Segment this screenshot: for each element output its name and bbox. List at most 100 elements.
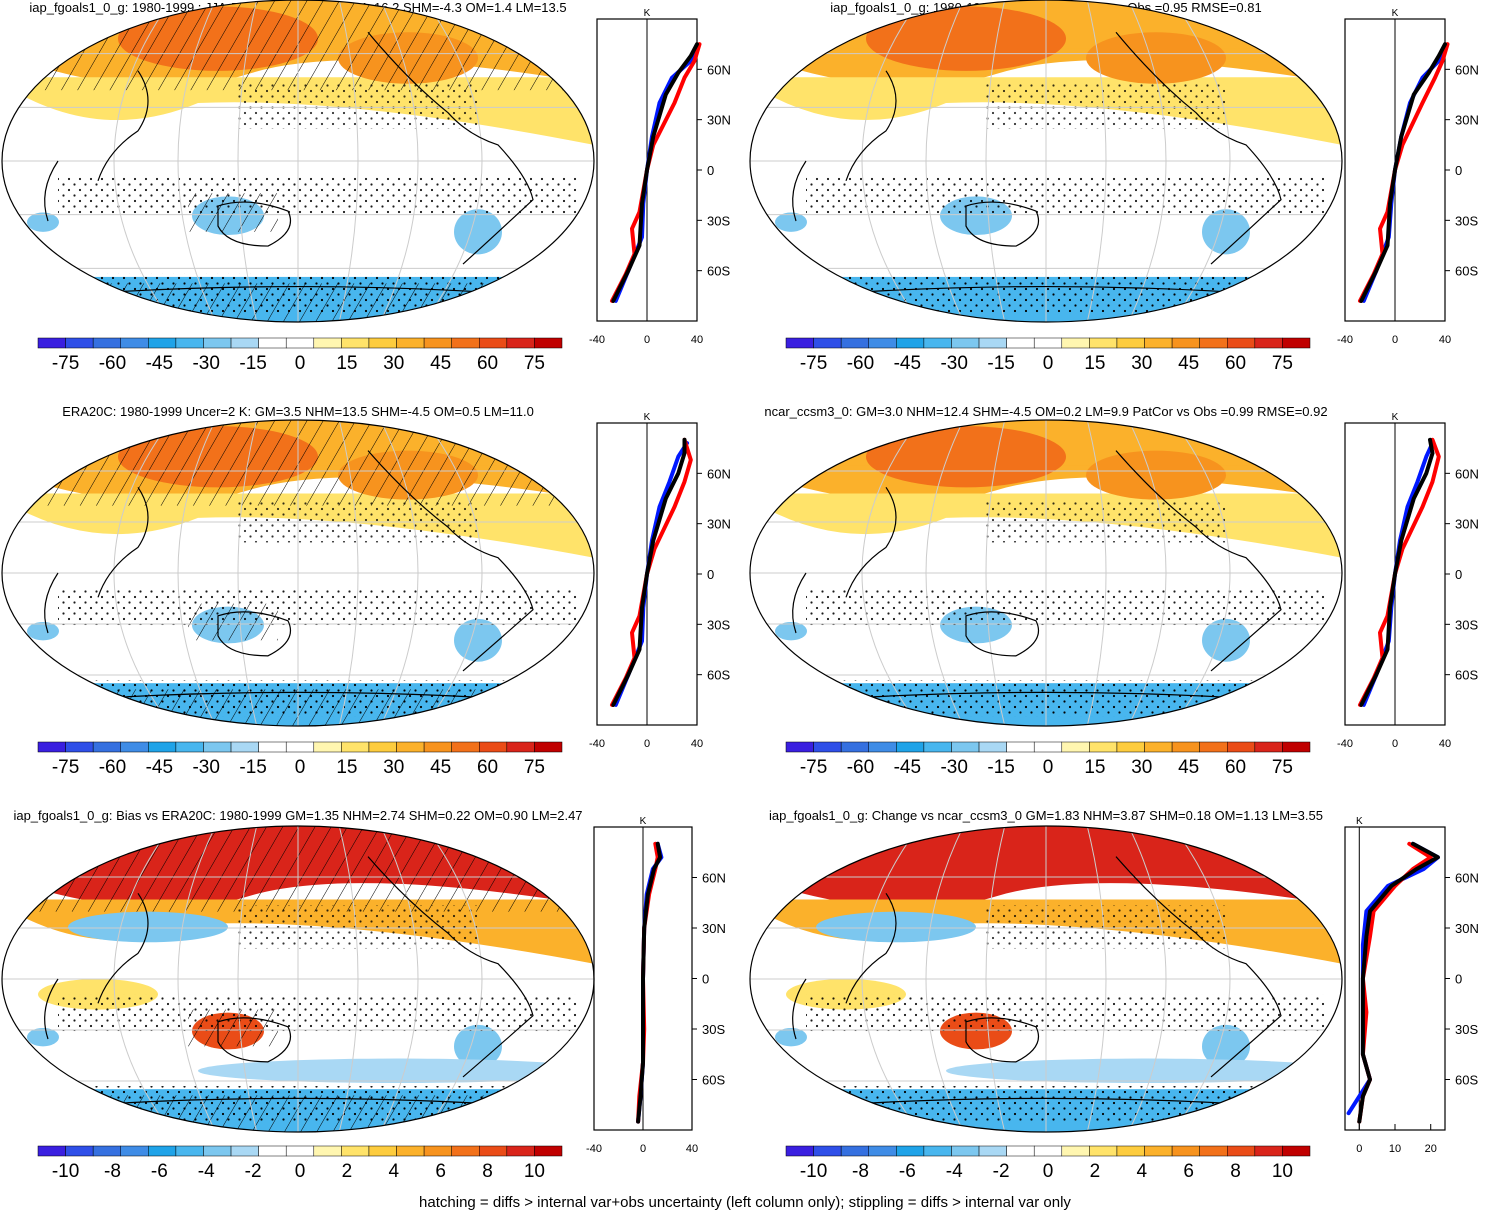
colorbar-box — [65, 1145, 94, 1157]
profile-x-tick: -40 — [589, 334, 605, 346]
colorbar-label: 30 — [383, 353, 404, 374]
profile-y-tick: 60S — [1455, 264, 1478, 279]
colorbar: -75 -60 -45 -30 -15 0 15 30 45 60 75 — [37, 337, 563, 374]
colorbar-box — [451, 741, 480, 753]
colorbar-box — [230, 1145, 259, 1157]
colorbar-box — [1089, 741, 1118, 753]
colorbar-label: -4 — [946, 1161, 963, 1182]
profile-y-tick: 30S — [1455, 1022, 1478, 1037]
profile-y-tick: 60S — [1455, 1073, 1478, 1088]
colorbar: -75 -60 -45 -30 -15 0 15 30 45 60 75 — [785, 741, 1311, 778]
colorbar-box — [534, 741, 563, 753]
colorbar-box — [1144, 741, 1173, 753]
profile-y-tick: 0 — [1455, 163, 1462, 178]
colorbar-label: -8 — [104, 1161, 121, 1182]
panel-6: iap_fgoals1_0_g: Change vs ncar_ccsm3_0 … — [749, 808, 1479, 1182]
profile-series-black — [611, 42, 699, 303]
colorbar-label: 60 — [477, 353, 498, 374]
colorbar-box — [203, 1145, 232, 1157]
panel-1: iap_fgoals1_0_g: 1980-1999 : JJA-DJF : t… — [1, 0, 731, 374]
profile-x-tick: 40 — [686, 1143, 698, 1155]
colorbar-label: 8 — [1230, 1161, 1241, 1182]
colorbar-box — [479, 337, 508, 349]
colorbar-box — [37, 1145, 66, 1157]
colorbar-box — [1033, 1145, 1063, 1157]
profile-x-tick: 20 — [1425, 1143, 1437, 1155]
colorbar-label: -45 — [894, 353, 921, 374]
colorbar-label: 75 — [1272, 353, 1293, 374]
colorbar-label: 0 — [295, 353, 306, 374]
colorbar-label: -6 — [151, 1161, 168, 1182]
colorbar-box — [868, 337, 897, 349]
colorbar-label: -8 — [852, 1161, 869, 1182]
colorbar-box — [1199, 337, 1228, 349]
map — [2, 420, 594, 726]
colorbar-box — [840, 741, 869, 753]
colorbar-box — [37, 337, 66, 349]
colorbar-label: 2 — [1090, 1161, 1101, 1182]
colorbar-label: -75 — [800, 757, 827, 778]
colorbar-box — [1282, 741, 1311, 753]
colorbar-box — [479, 741, 508, 753]
colorbar-label: 60 — [477, 757, 498, 778]
colorbar-label: -6 — [899, 1161, 916, 1182]
colorbar-box — [1254, 741, 1283, 753]
panel-title: iap_fgoals1_0_g: Bias vs ERA20C: 1980-19… — [13, 808, 582, 823]
profile-series-red — [610, 437, 693, 707]
colorbar-box — [479, 1145, 508, 1157]
colorbar-box — [896, 337, 925, 349]
map-outline — [1, 0, 595, 323]
colorbar-box — [1144, 1145, 1173, 1157]
colorbar-label: 2 — [342, 1161, 353, 1182]
colorbar-box — [451, 1145, 480, 1157]
profile-y-tick: 30S — [702, 1022, 725, 1037]
profile-y-tick: 30S — [707, 617, 730, 632]
colorbar-box — [813, 1145, 842, 1157]
colorbar-box — [148, 1145, 177, 1157]
colorbar-box — [175, 1145, 204, 1157]
colorbar-label: 45 — [430, 757, 451, 778]
colorbar-box — [313, 337, 342, 349]
colorbar-box — [65, 741, 94, 753]
colorbar-box — [813, 741, 842, 753]
colorbar-box — [1033, 741, 1063, 753]
profile-unit: K — [640, 816, 647, 827]
colorbar-box — [1061, 741, 1090, 753]
profile-unit: K — [1392, 8, 1399, 19]
profile-frame — [1344, 826, 1446, 1131]
profile-unit: K — [1356, 816, 1363, 827]
colorbar-label: 4 — [388, 1161, 399, 1182]
colorbar-label: -45 — [146, 757, 173, 778]
profile-x-tick: 0 — [644, 738, 650, 750]
map — [2, 0, 594, 322]
colorbar-label: -60 — [99, 757, 126, 778]
profile-x-tick: 40 — [691, 738, 703, 750]
colorbar-label: -30 — [940, 757, 967, 778]
profile-x-tick: 40 — [691, 334, 703, 346]
profile-x-tick: 40 — [1439, 738, 1451, 750]
zonal-profile: K -40 0 40 60N 30N 0 30S 60S — [586, 816, 726, 1155]
colorbar-box — [203, 337, 232, 349]
colorbar-box — [341, 741, 370, 753]
colorbar-box — [506, 1145, 535, 1157]
colorbar-box — [423, 337, 452, 349]
profile-series-red — [610, 42, 702, 303]
profile-y-tick: 30N — [1455, 517, 1479, 532]
profile-y-tick: 60N — [702, 871, 726, 886]
colorbar-box — [120, 337, 149, 349]
profile-y-tick: 0 — [707, 163, 714, 178]
colorbar-box — [1061, 337, 1090, 349]
panel-3: ERA20C: 1980-1999 Uncer=2 K: GM=3.5 NHM=… — [1, 404, 731, 778]
colorbar-box — [1006, 741, 1035, 753]
colorbar-label: 10 — [1272, 1161, 1293, 1182]
profile-x-tick: -40 — [586, 1143, 602, 1155]
colorbar-box — [1061, 1145, 1090, 1157]
colorbar-label: 15 — [1084, 757, 1105, 778]
colorbar-box — [1116, 741, 1145, 753]
colorbar-box — [1254, 337, 1283, 349]
colorbar-box — [534, 337, 563, 349]
map-outline — [749, 0, 1343, 323]
profile-series-red — [1358, 42, 1450, 303]
profile-series-black — [1357, 841, 1440, 1124]
